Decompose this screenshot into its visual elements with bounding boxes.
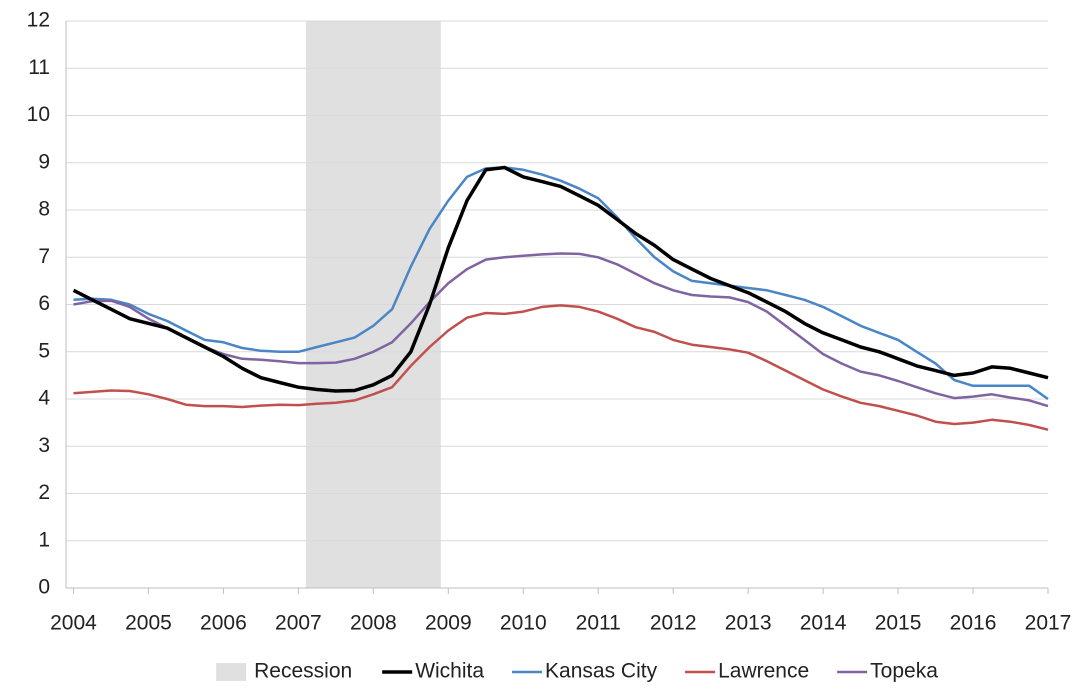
series-line: [72, 165, 1049, 393]
x-tick-label: 2014: [800, 612, 847, 635]
x-tick-label: 2006: [200, 612, 247, 635]
y-tick-label: 3: [38, 434, 50, 457]
x-tick-label: 2013: [725, 612, 772, 635]
legend-label: Lawrence: [718, 660, 809, 683]
x-tick-label: 2008: [350, 612, 397, 635]
x-tick-label: 2005: [125, 612, 172, 635]
legend: Recession Wichita Kansas City Lawrence Topek…: [216, 660, 938, 683]
series-line: [73, 252, 1049, 408]
y-tick-label: 11: [28, 56, 50, 79]
y-tick-label: 8: [38, 198, 50, 221]
y-tick-label: 1: [38, 528, 50, 551]
y-tick-label: 7: [38, 245, 50, 268]
legend-label: Topeka: [870, 660, 938, 683]
legend-label: Kansas City: [545, 660, 658, 683]
legend-swatch: [216, 663, 247, 681]
x-tick-label: 2010: [500, 612, 547, 635]
legend-label: Wichita: [415, 660, 484, 683]
x-tick-label: 2015: [875, 612, 922, 635]
series-line: [73, 166, 1049, 401]
y-tick-label: 9: [38, 150, 50, 173]
x-tick-label: 2012: [650, 612, 697, 635]
y-tick-label: 0: [38, 576, 50, 599]
legend-label: Recession: [254, 660, 352, 683]
y-tick-label: 10: [27, 103, 50, 126]
y-tick-label: 5: [38, 339, 50, 362]
y-tick-label: 4: [38, 387, 50, 410]
y-tick-label: 6: [38, 292, 50, 315]
series-line: [73, 304, 1049, 431]
x-tick-label: 2007: [275, 612, 322, 635]
x-tick-label: 2009: [425, 612, 472, 635]
x-tick-label: 2016: [950, 612, 997, 635]
y-tick-label: 12: [27, 9, 50, 32]
x-tick-label: 2017: [1025, 612, 1072, 635]
x-tick-label: 2004: [50, 612, 97, 635]
y-tick-label: 2: [38, 481, 50, 504]
x-tick-label: 2011: [576, 612, 621, 635]
